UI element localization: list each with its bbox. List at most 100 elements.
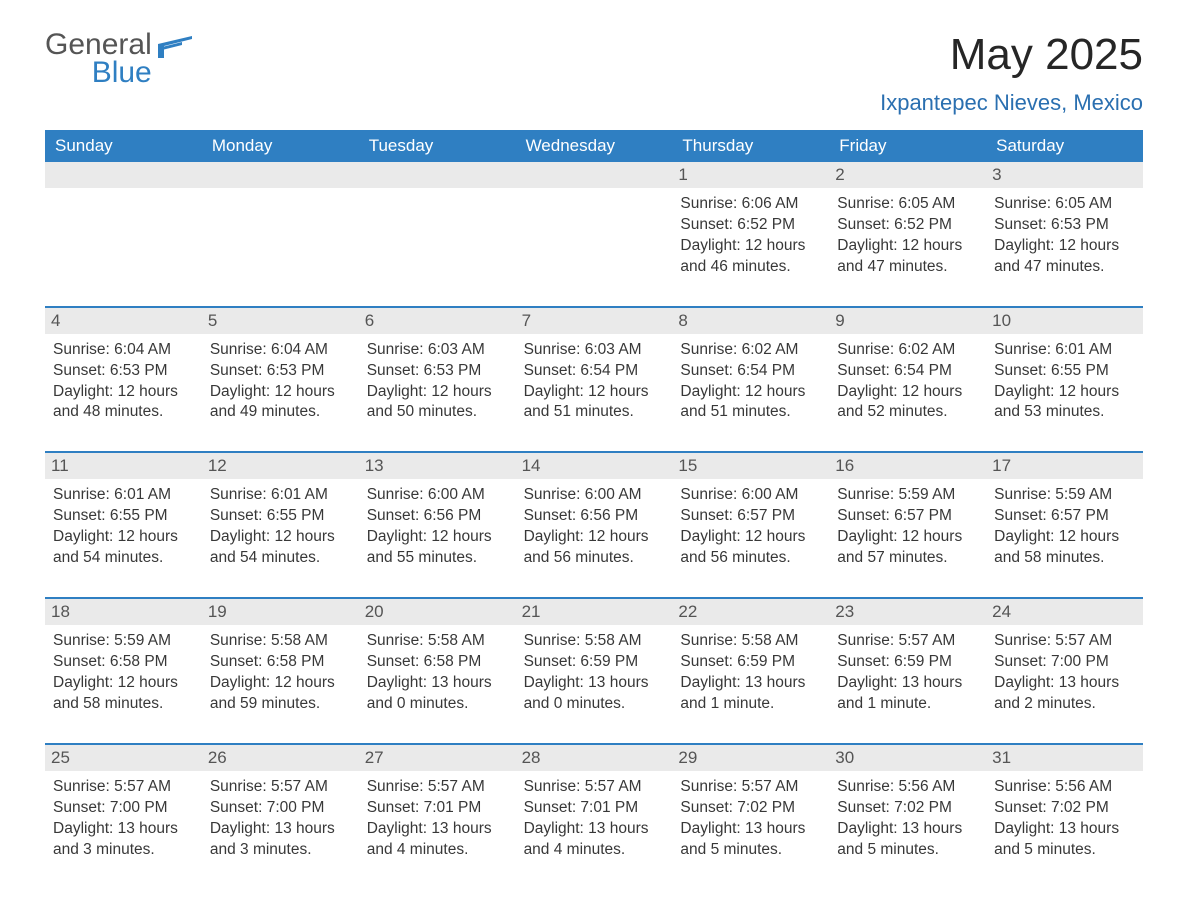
daylight-text: Daylight: 12 hours xyxy=(367,527,508,548)
day-cell: 2Sunrise: 6:05 AMSunset: 6:52 PMDaylight… xyxy=(829,162,986,288)
day-number: 11 xyxy=(45,453,202,479)
daylight-text: and 3 minutes. xyxy=(53,840,194,861)
sunrise-text: Sunrise: 6:02 AM xyxy=(680,340,821,361)
daylight-text: Daylight: 13 hours xyxy=(210,819,351,840)
daylight-text: and 54 minutes. xyxy=(53,548,194,569)
sunset-text: Sunset: 6:58 PM xyxy=(53,652,194,673)
daylight-text: and 54 minutes. xyxy=(210,548,351,569)
daylight-text: and 2 minutes. xyxy=(994,694,1135,715)
sunset-text: Sunset: 6:52 PM xyxy=(680,215,821,236)
day-number: 2 xyxy=(829,162,986,188)
day-cell: 14Sunrise: 6:00 AMSunset: 6:56 PMDayligh… xyxy=(516,453,673,579)
sunset-text: Sunset: 7:00 PM xyxy=(53,798,194,819)
daylight-text: Daylight: 12 hours xyxy=(210,382,351,403)
daylight-text: and 47 minutes. xyxy=(994,257,1135,278)
sunrise-text: Sunrise: 6:01 AM xyxy=(994,340,1135,361)
day-cell: 17Sunrise: 5:59 AMSunset: 6:57 PMDayligh… xyxy=(986,453,1143,579)
sunset-text: Sunset: 7:00 PM xyxy=(210,798,351,819)
day-number: 29 xyxy=(672,745,829,771)
day-number: 7 xyxy=(516,308,673,334)
day-cell: 23Sunrise: 5:57 AMSunset: 6:59 PMDayligh… xyxy=(829,599,986,725)
day-number: 26 xyxy=(202,745,359,771)
daylight-text: Daylight: 12 hours xyxy=(994,527,1135,548)
daylight-text: Daylight: 12 hours xyxy=(837,382,978,403)
day-number: 17 xyxy=(986,453,1143,479)
daylight-text: and 51 minutes. xyxy=(524,402,665,423)
sunset-text: Sunset: 6:58 PM xyxy=(367,652,508,673)
weekday-label: Sunday xyxy=(45,130,202,162)
daylight-text: and 58 minutes. xyxy=(53,694,194,715)
daylight-text: Daylight: 12 hours xyxy=(680,382,821,403)
page-title: May 2025 xyxy=(880,30,1143,80)
daylight-text: Daylight: 12 hours xyxy=(837,527,978,548)
day-cell: 25Sunrise: 5:57 AMSunset: 7:00 PMDayligh… xyxy=(45,745,202,871)
day-cell xyxy=(516,162,673,288)
day-cell: 31Sunrise: 5:56 AMSunset: 7:02 PMDayligh… xyxy=(986,745,1143,871)
day-number: 30 xyxy=(829,745,986,771)
weekday-label: Wednesday xyxy=(516,130,673,162)
day-number: 28 xyxy=(516,745,673,771)
day-cell: 24Sunrise: 5:57 AMSunset: 7:00 PMDayligh… xyxy=(986,599,1143,725)
sunrise-text: Sunrise: 5:59 AM xyxy=(994,485,1135,506)
day-number: 16 xyxy=(829,453,986,479)
day-number: 3 xyxy=(986,162,1143,188)
day-cell: 29Sunrise: 5:57 AMSunset: 7:02 PMDayligh… xyxy=(672,745,829,871)
sunset-text: Sunset: 6:55 PM xyxy=(210,506,351,527)
day-cell: 8Sunrise: 6:02 AMSunset: 6:54 PMDaylight… xyxy=(672,308,829,434)
sunset-text: Sunset: 6:59 PM xyxy=(837,652,978,673)
sunrise-text: Sunrise: 5:59 AM xyxy=(837,485,978,506)
day-cell: 19Sunrise: 5:58 AMSunset: 6:58 PMDayligh… xyxy=(202,599,359,725)
daylight-text: Daylight: 12 hours xyxy=(53,673,194,694)
weekday-header: Sunday Monday Tuesday Wednesday Thursday… xyxy=(45,130,1143,162)
day-cell: 1Sunrise: 6:06 AMSunset: 6:52 PMDaylight… xyxy=(672,162,829,288)
weeks-container: 1Sunrise: 6:06 AMSunset: 6:52 PMDaylight… xyxy=(45,162,1143,870)
daylight-text: Daylight: 13 hours xyxy=(367,673,508,694)
daylight-text: and 5 minutes. xyxy=(680,840,821,861)
day-cell: 12Sunrise: 6:01 AMSunset: 6:55 PMDayligh… xyxy=(202,453,359,579)
daylight-text: and 47 minutes. xyxy=(837,257,978,278)
day-number: 25 xyxy=(45,745,202,771)
daylight-text: and 55 minutes. xyxy=(367,548,508,569)
day-number: 31 xyxy=(986,745,1143,771)
day-cell: 3Sunrise: 6:05 AMSunset: 6:53 PMDaylight… xyxy=(986,162,1143,288)
brand-part2: Blue xyxy=(45,58,152,88)
daylight-text: Daylight: 13 hours xyxy=(524,819,665,840)
sunrise-text: Sunrise: 6:00 AM xyxy=(367,485,508,506)
sunset-text: Sunset: 6:57 PM xyxy=(837,506,978,527)
weekday-label: Saturday xyxy=(986,130,1143,162)
daylight-text: and 56 minutes. xyxy=(680,548,821,569)
day-cell: 4Sunrise: 6:04 AMSunset: 6:53 PMDaylight… xyxy=(45,308,202,434)
sunset-text: Sunset: 6:54 PM xyxy=(837,361,978,382)
daylight-text: Daylight: 12 hours xyxy=(210,673,351,694)
sunrise-text: Sunrise: 5:57 AM xyxy=(994,631,1135,652)
sunrise-text: Sunrise: 5:58 AM xyxy=(367,631,508,652)
sunrise-text: Sunrise: 5:56 AM xyxy=(994,777,1135,798)
daylight-text: Daylight: 12 hours xyxy=(524,527,665,548)
week-row: 18Sunrise: 5:59 AMSunset: 6:58 PMDayligh… xyxy=(45,597,1143,725)
title-block: May 2025 Ixpantepec Nieves, Mexico xyxy=(880,30,1143,116)
day-number: 18 xyxy=(45,599,202,625)
sunrise-text: Sunrise: 5:58 AM xyxy=(524,631,665,652)
day-number xyxy=(516,162,673,188)
day-cell: 7Sunrise: 6:03 AMSunset: 6:54 PMDaylight… xyxy=(516,308,673,434)
daylight-text: Daylight: 13 hours xyxy=(680,673,821,694)
sunset-text: Sunset: 6:54 PM xyxy=(680,361,821,382)
sunrise-text: Sunrise: 6:00 AM xyxy=(680,485,821,506)
day-cell: 20 Sunrise: 5:58 AMSunset: 6:58 PMDayligh… xyxy=(359,599,516,725)
day-number: 20 xyxy=(359,599,516,625)
sunset-text: Sunset: 6:55 PM xyxy=(53,506,194,527)
daylight-text: Daylight: 13 hours xyxy=(994,819,1135,840)
day-number: 13 xyxy=(359,453,516,479)
week-row: 25Sunrise: 5:57 AMSunset: 7:00 PMDayligh… xyxy=(45,743,1143,871)
daylight-text: and 46 minutes. xyxy=(680,257,821,278)
daylight-text: and 58 minutes. xyxy=(994,548,1135,569)
day-number: 15 xyxy=(672,453,829,479)
daylight-text: and 5 minutes. xyxy=(837,840,978,861)
daylight-text: Daylight: 13 hours xyxy=(367,819,508,840)
sunset-text: Sunset: 6:55 PM xyxy=(994,361,1135,382)
daylight-text: Daylight: 12 hours xyxy=(837,236,978,257)
day-number: 24 xyxy=(986,599,1143,625)
header: General Blue May 2025 Ixpantepec Nieves,… xyxy=(45,30,1143,116)
day-cell: 16 Sunrise: 5:59 AMSunset: 6:57 PMDayligh… xyxy=(829,453,986,579)
sunrise-text: Sunrise: 6:03 AM xyxy=(524,340,665,361)
